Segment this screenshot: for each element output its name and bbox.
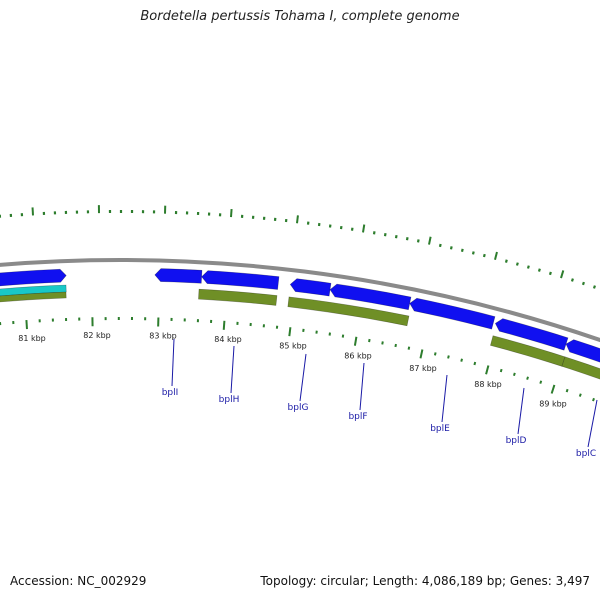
gc-tick [537,268,541,272]
gc-tick [581,281,585,286]
map-title: Bordetella pertussis Tohama I, complete … [140,9,460,24]
gene-label-bplI: bplI [162,388,179,398]
gene-label-bplG: bplG [288,403,309,413]
gene-label-bplH: bplH [219,395,240,405]
scale-tick [381,341,384,345]
cds-arrow [565,339,600,363]
gene-leader-line [299,353,307,402]
gc-tick [296,215,299,224]
cds-arrow [409,297,496,330]
gc-tick [592,285,596,289]
gc-tick [362,224,366,233]
scale-tick [592,397,595,402]
outer-gc-ticks [0,205,596,289]
scale-tick [419,349,424,359]
feature-band [0,291,67,303]
kbp-label: 84 kbp [214,335,242,344]
gc-tick [570,278,574,282]
gene-leader-line [441,374,448,423]
gc-tick [460,248,464,253]
gene-label-bplC: bplC [576,449,596,459]
kbp-label: 85 kbp [279,342,307,351]
scale-tick [368,338,371,343]
cds-arrow [0,268,67,287]
genome-backbone [0,258,600,343]
scale-tick [288,327,292,337]
gc-tick [471,251,475,255]
feature-band [287,296,410,327]
scale-tick [353,336,358,346]
gc-tick [560,270,565,279]
scale-tick [485,365,490,375]
scale-tick [578,393,582,397]
cds-arrow [201,270,280,290]
feature-band [0,284,67,297]
genome-summary-text: Topology: circular; Length: 4,086,189 bp… [260,574,590,588]
scale-tick [513,372,516,377]
scale-tick [460,358,463,362]
gene-leader-line [517,387,525,435]
scale-tick [539,380,543,384]
gene-label-bplF: bplF [348,412,367,422]
kbp-label: 83 kbp [149,332,177,341]
scale-tick [433,352,437,356]
kbp-label: 89 kbp [539,400,567,409]
feature-track [0,268,600,380]
kbp-label: 86 kbp [344,351,372,360]
gc-tick [515,262,519,266]
gene-leader-line [171,338,175,387]
scale-tick [222,320,226,330]
scale-ticks [0,316,595,402]
scale-tick [550,384,556,394]
gene-leader-line [587,399,598,448]
gene-leader-line [230,345,235,394]
cds-arrow [289,278,332,297]
gene-label-bplD: bplD [506,436,527,446]
gc-tick [405,237,409,241]
scale-tick [25,320,28,330]
gc-tick [438,243,442,248]
kbp-label: 87 kbp [409,364,437,373]
feature-band [198,288,278,306]
gc-tick [428,236,432,245]
gene-labels: bplI bplH bplG bplF bplE bplD bplC [162,388,596,459]
feature-band [561,356,600,380]
scale-tick [565,388,569,393]
gc-tick [548,271,552,276]
gc-tick [526,265,530,269]
accession-text: Accession: NC_002929 [10,574,147,588]
gc-tick [394,235,398,239]
gc-tick [383,233,387,237]
scale-tick [499,368,503,373]
gene-label-bplE: bplE [430,424,450,434]
kbp-label: 82 kbp [83,331,111,340]
gene-leader-line [359,362,365,411]
kbp-label: 81 kbp [18,334,46,343]
gc-tick [449,246,453,250]
scale-tick [447,355,450,359]
gc-tick [494,251,498,261]
gc-tick [230,208,233,218]
gene-label-leaders [171,338,598,448]
scale-tick [526,376,529,380]
cds-arrow [154,268,203,284]
scale-tick [394,343,397,348]
scale-tick [407,346,411,350]
scale-tick [473,361,477,366]
gc-tick [416,239,420,243]
scale-labels: 81 kbp 82 kbp 83 kbp 84 kbp 85 kbp 86 kbp 87 k… [18,331,567,408]
gc-tick [482,253,486,258]
gc-tick [504,259,508,263]
kbp-label: 88 kbp [474,380,502,389]
